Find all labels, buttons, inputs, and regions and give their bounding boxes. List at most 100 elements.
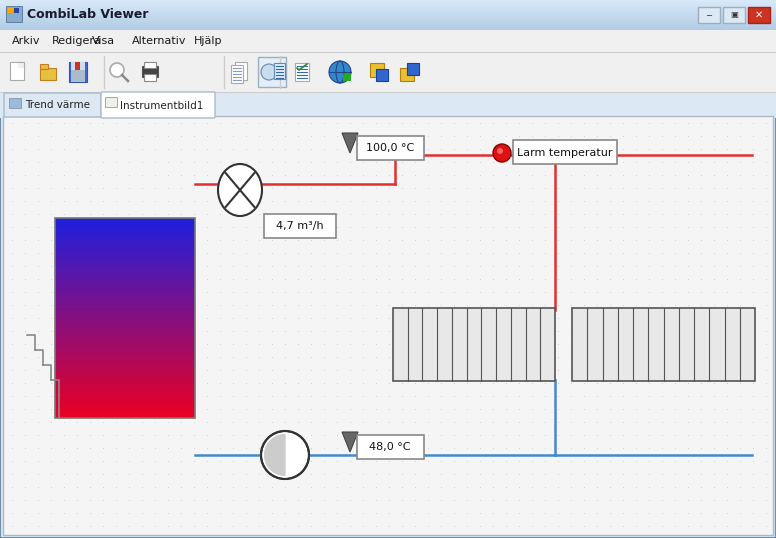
Bar [235, 62, 247, 80]
Bar [69, 62, 87, 82]
Ellipse shape [218, 164, 262, 216]
Bar [0, 28, 776, 29]
Bar [55, 374, 195, 379]
Bar [0, 27, 776, 28]
Bar [0, 8, 776, 9]
Bar [0, 6, 776, 7]
Bar [14, 8, 19, 13]
Bar [55, 355, 195, 358]
Bar [376, 69, 388, 81]
FancyBboxPatch shape [264, 214, 336, 238]
Bar [55, 401, 195, 405]
Bar [55, 301, 195, 305]
Bar [0, 17, 776, 18]
Bar [0, 18, 776, 19]
FancyBboxPatch shape [4, 93, 101, 117]
Bar [0, 12, 776, 13]
Bar [55, 218, 195, 222]
Bar [55, 265, 195, 268]
Text: Trend värme: Trend värme [25, 100, 90, 110]
Bar [55, 398, 195, 402]
Bar [55, 368, 195, 372]
Polygon shape [265, 435, 285, 476]
Bar [55, 318, 195, 322]
Bar [0, 16, 776, 17]
FancyBboxPatch shape [513, 140, 617, 164]
Bar [0, 20, 776, 21]
Bar [55, 412, 195, 415]
Bar [55, 235, 195, 238]
Bar [258, 57, 286, 87]
Bar [55, 278, 195, 282]
Bar [55, 391, 195, 395]
Circle shape [329, 61, 351, 83]
Bar [9, 98, 21, 108]
Bar [55, 371, 195, 375]
Bar [0, 15, 776, 16]
Text: Hjälp: Hjälp [194, 36, 223, 46]
Bar [55, 378, 195, 382]
Bar [366, 57, 394, 87]
Bar [71, 70, 85, 82]
Bar [0, 29, 776, 30]
Bar [55, 415, 195, 419]
Bar [55, 385, 195, 388]
Bar [396, 57, 424, 87]
Bar [0, 92, 776, 118]
Bar [6, 6, 22, 22]
Bar [55, 381, 195, 385]
Bar [75, 62, 80, 70]
Bar [0, 25, 776, 26]
Bar [18, 62, 24, 68]
Bar [0, 9, 776, 10]
Bar [0, 7, 776, 8]
Bar [55, 275, 195, 279]
Text: ✕: ✕ [755, 10, 763, 20]
Bar [0, 0, 776, 1]
Bar [106, 57, 134, 87]
Bar [55, 405, 195, 408]
Bar [55, 225, 195, 229]
Bar [55, 251, 195, 255]
Bar [8, 8, 13, 13]
Bar [572, 308, 755, 381]
Bar [723, 7, 745, 23]
Bar [144, 74, 156, 81]
Bar [55, 285, 195, 288]
Bar [142, 66, 158, 77]
Bar [55, 258, 195, 262]
Polygon shape [342, 133, 358, 153]
Bar [231, 65, 243, 83]
Bar [55, 305, 195, 308]
Bar [55, 231, 195, 235]
Bar [3, 116, 773, 535]
Text: Redigera: Redigera [52, 36, 102, 46]
Bar [326, 57, 354, 87]
Bar [71, 62, 85, 70]
Bar [55, 388, 195, 392]
Bar [136, 57, 164, 87]
Text: ▣: ▣ [730, 11, 738, 19]
Bar [274, 63, 285, 79]
Bar [55, 341, 195, 345]
Bar [407, 63, 419, 75]
Text: ─: ─ [706, 11, 712, 19]
Bar [0, 14, 776, 15]
Bar [0, 5, 776, 6]
Bar [144, 62, 156, 68]
Polygon shape [342, 432, 358, 452]
Bar [0, 22, 776, 23]
Bar [55, 245, 195, 249]
Bar [0, 24, 776, 25]
Bar [55, 248, 195, 252]
Bar [0, 26, 776, 27]
Bar [55, 271, 195, 275]
FancyBboxPatch shape [357, 435, 424, 459]
Bar [55, 218, 195, 418]
Bar [0, 3, 776, 4]
Bar [55, 315, 195, 318]
Bar [55, 358, 195, 362]
Bar [4, 57, 32, 87]
Bar [55, 261, 195, 265]
Bar [0, 13, 776, 14]
